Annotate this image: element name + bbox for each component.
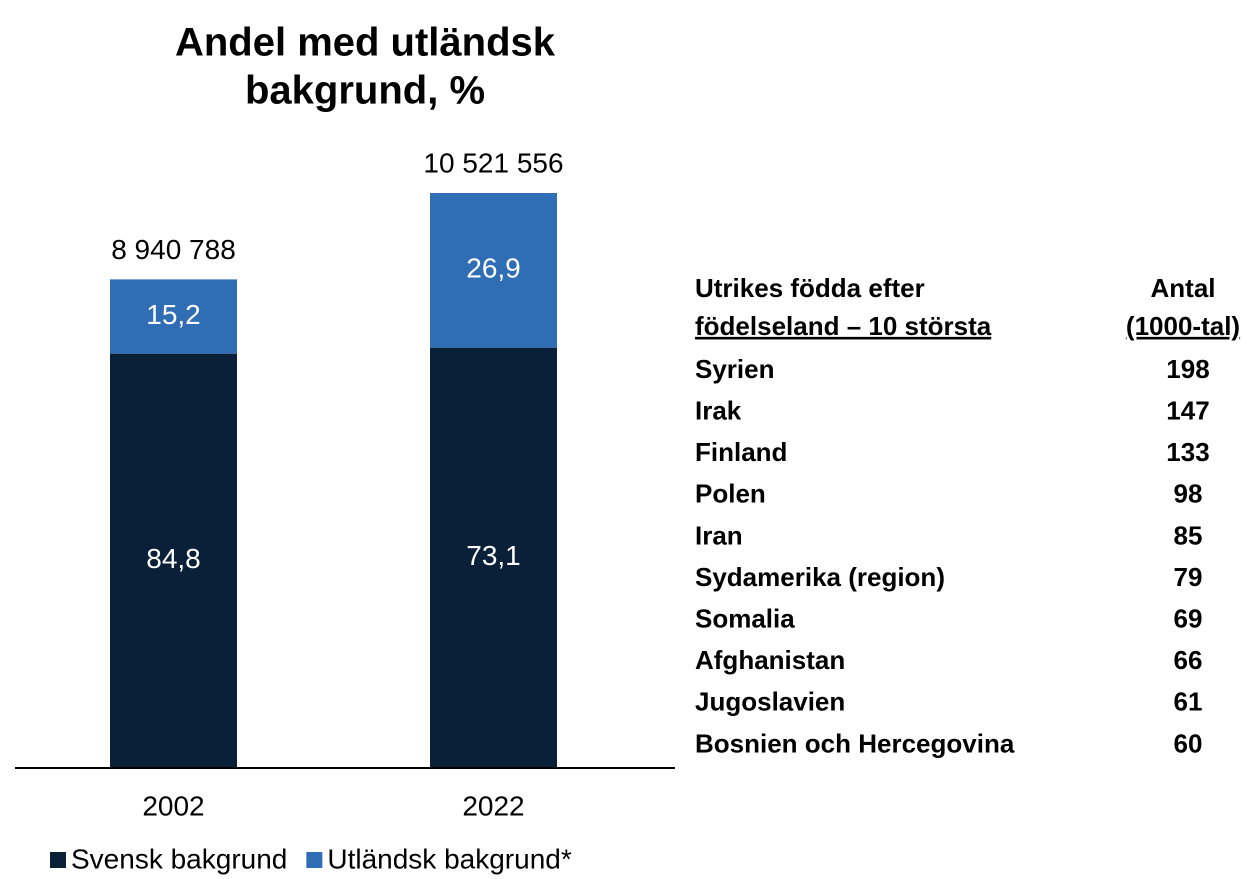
legend-swatch xyxy=(50,852,66,868)
table-cell: 60 xyxy=(1174,728,1203,758)
table-cell: Bosnien och Hercegovina xyxy=(695,728,1015,758)
value-label: 73,1 xyxy=(466,540,521,571)
table-cell: Somalia xyxy=(695,603,795,633)
x-tick-label: 2022 xyxy=(462,790,524,821)
legend-swatch xyxy=(306,852,323,868)
table-cell: 85 xyxy=(1174,520,1203,550)
x-tick-label: 2002 xyxy=(142,790,204,821)
legend-label: Svensk bakgrund xyxy=(71,843,287,874)
table-header: (1000-tal) xyxy=(1126,311,1240,341)
table-cell: 79 xyxy=(1174,562,1203,592)
table-header: Antal xyxy=(1151,273,1216,303)
table-cell: Polen xyxy=(695,479,766,509)
bar-segment xyxy=(430,193,557,348)
table-cell: 61 xyxy=(1174,687,1203,717)
table-cell: Jugoslavien xyxy=(695,687,845,717)
table-cell: 69 xyxy=(1174,603,1203,633)
table-cell: Iran xyxy=(695,520,743,550)
table-cell: Irak xyxy=(695,395,742,425)
table-header: födelseland – 10 största xyxy=(695,311,992,341)
bar-segment xyxy=(110,353,237,768)
bar-segment xyxy=(110,279,237,354)
legend-label: Utländsk bakgrund* xyxy=(327,843,571,874)
table-cell: Finland xyxy=(695,437,787,467)
bar-segment xyxy=(430,347,557,768)
table-cell: 133 xyxy=(1166,437,1209,467)
table-cell: 147 xyxy=(1166,395,1209,425)
table-header: Utrikes födda efter xyxy=(695,273,925,303)
total-label: 8 940 788 xyxy=(111,234,236,265)
chart-title: bakgrund, % xyxy=(245,69,485,113)
table-cell: 98 xyxy=(1174,479,1203,509)
table-cell: Syrien xyxy=(695,354,775,384)
table-cell: Sydamerika (region) xyxy=(695,562,945,592)
table-cell: Afghanistan xyxy=(695,645,845,675)
total-label: 10 521 556 xyxy=(423,147,563,178)
value-label: 26,9 xyxy=(466,253,521,284)
value-label: 15,2 xyxy=(146,299,201,330)
table-cell: 198 xyxy=(1166,354,1209,384)
chart-title: Andel med utländsk xyxy=(175,21,556,65)
value-label: 84,8 xyxy=(146,543,201,574)
table-cell: 66 xyxy=(1174,645,1203,675)
